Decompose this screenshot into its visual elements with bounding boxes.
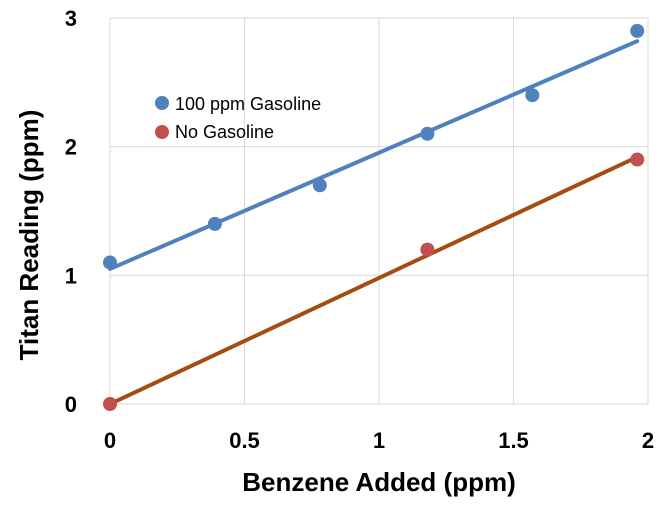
data-point-100-ppm-gasoline <box>103 255 117 270</box>
x-axis-title: Benzene Added (ppm) <box>242 467 515 497</box>
data-point-100-ppm-gasoline <box>525 88 540 103</box>
y-axis-title: Titan Reading (ppm) <box>14 110 44 361</box>
data-point-100-ppm-gasoline <box>312 178 327 193</box>
y-tick-label: 3 <box>65 6 77 31</box>
x-tick-label: 0.5 <box>229 428 260 453</box>
grid <box>109 17 649 405</box>
x-tick-label: 0 <box>104 428 116 453</box>
trendline-no-gasoline <box>108 154 640 406</box>
trendline-100-ppm-gasoline <box>108 39 640 271</box>
legend: 100 ppm Gasoline No Gasoline <box>155 94 321 142</box>
data-point-100-ppm-gasoline <box>630 23 645 38</box>
x-tick-label: 1 <box>373 428 385 453</box>
data-points <box>103 23 645 411</box>
data-point-100-ppm-gasoline <box>207 216 222 231</box>
data-point-no-gasoline <box>103 397 117 411</box>
data-point-no-gasoline <box>420 242 435 257</box>
data-point-100-ppm-gasoline <box>420 126 435 141</box>
tick-labels: 0 0.5 1 1.5 2 0 1 2 3 <box>65 6 654 453</box>
y-tick-label: 0 <box>65 392 77 417</box>
y-tick-label: 2 <box>65 135 77 160</box>
y-tick-label: 1 <box>65 263 77 288</box>
legend-label-no-gasoline: No Gasoline <box>175 122 274 142</box>
legend-marker-100-ppm-gasoline <box>155 96 169 110</box>
trendlines <box>108 39 640 406</box>
x-tick-label: 2 <box>642 428 654 453</box>
legend-marker-no-gasoline <box>155 125 169 139</box>
legend-label-100-ppm-gasoline: 100 ppm Gasoline <box>175 94 321 114</box>
data-point-no-gasoline <box>630 152 645 167</box>
x-tick-label: 1.5 <box>498 428 529 453</box>
